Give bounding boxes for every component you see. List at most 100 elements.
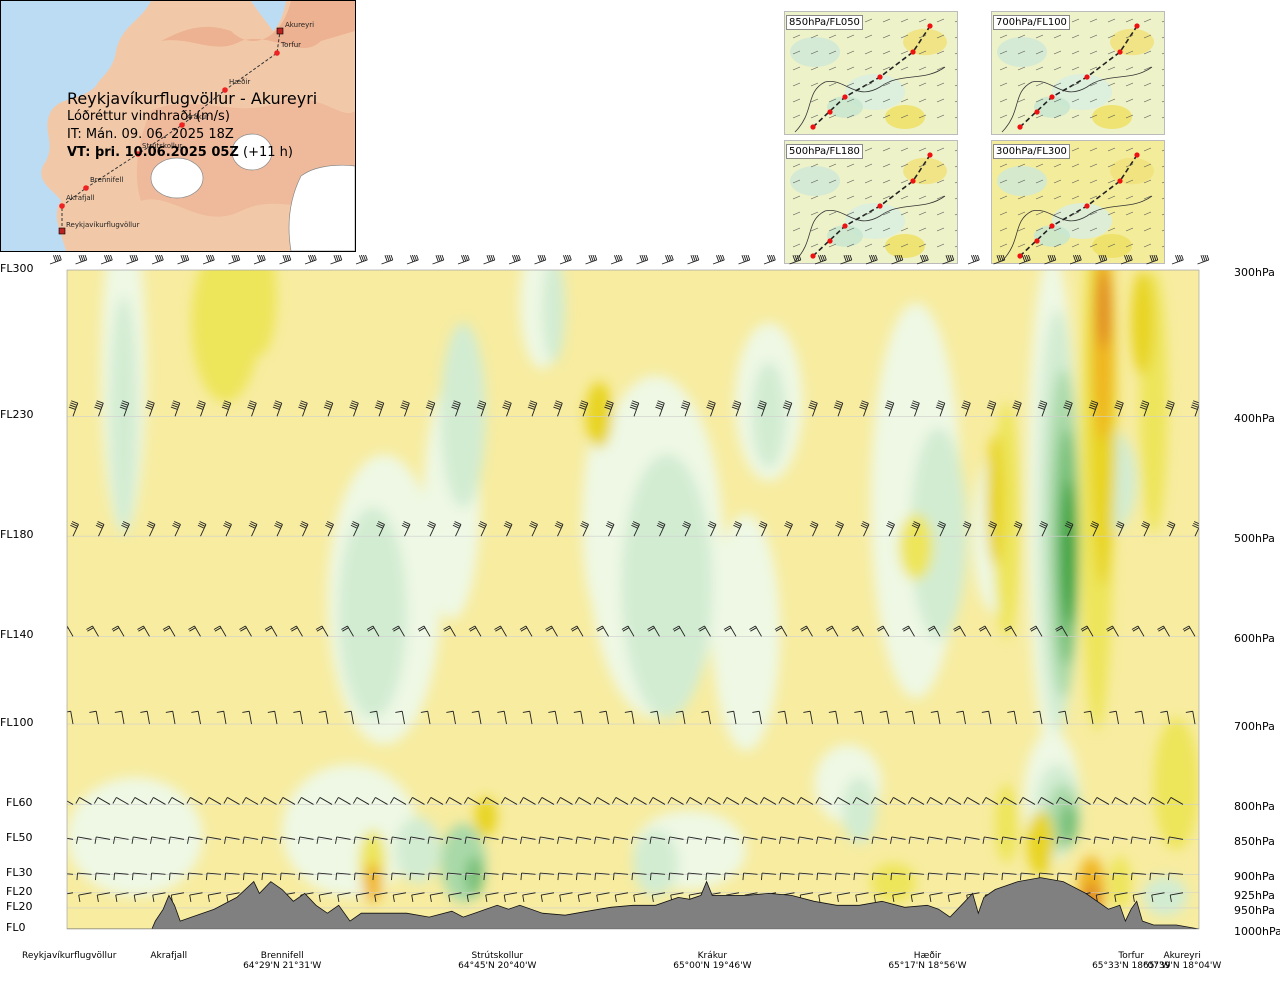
wind-barb (376, 711, 380, 725)
wind-barb (228, 259, 240, 265)
wind-barb-flag (1013, 404, 1020, 408)
wind-barb (338, 797, 351, 805)
wind-barb (762, 872, 777, 875)
wind-barb-flag (667, 797, 672, 804)
level-map-barb (1107, 195, 1116, 200)
wind-barb-flag (275, 400, 282, 404)
level-map-barb (1107, 114, 1116, 119)
wind-barb-flag (631, 873, 634, 881)
level-map-barb (1053, 243, 1062, 248)
wind-barb (1150, 872, 1165, 875)
level-map-barb (810, 195, 819, 200)
wind-barb-flag (1183, 627, 1191, 632)
pressure-level-label: 925hPa (1234, 888, 1275, 902)
level-map-barb (882, 50, 891, 55)
wind-barb-flag (519, 625, 527, 630)
level-map-barb (1035, 114, 1044, 119)
wind-barb-flag (249, 522, 257, 527)
wind-barb-flag (152, 894, 155, 902)
level-map-waypoint (810, 253, 816, 259)
wind-barb-flag (377, 400, 384, 404)
heatmap-cell (1026, 810, 1055, 877)
level-map-barb (1143, 34, 1152, 39)
wind-barb-flag (197, 402, 205, 406)
wind-barb-flag (479, 400, 486, 404)
wind-barb-flag (426, 404, 434, 408)
wind-barb-flag (468, 625, 476, 630)
wind-barb-flag (1029, 625, 1037, 630)
wind-barb-flag (1117, 521, 1125, 525)
wind-barb-flag (70, 524, 77, 529)
wind-barb (726, 797, 740, 805)
wind-barb-flag (566, 255, 570, 261)
level-map-barb (1161, 197, 1164, 200)
wind-barb-flag (1013, 402, 1021, 406)
wind-barb-flag (1157, 625, 1164, 630)
wind-barb (98, 402, 104, 417)
wind-barb-flag (209, 255, 213, 261)
wind-barb (484, 872, 499, 875)
map-glacier-vatnajokull (288, 164, 355, 251)
level-map-barb (864, 179, 873, 184)
map-waypoint-label: Strútskollur (142, 142, 182, 150)
wind-barb (504, 797, 518, 805)
wind-barb-flag (580, 524, 587, 529)
wind-barb-flag (937, 524, 944, 529)
wind-barb-flag (1130, 873, 1133, 881)
wind-barb-flag (94, 836, 97, 844)
wind-barb (1095, 872, 1110, 875)
wind-barb-flag (56, 255, 60, 261)
wind-barb-flag (522, 894, 525, 902)
level-map-thumbnail[interactable]: 850hPa/FL050 (784, 11, 958, 135)
level-map-barb (1017, 227, 1026, 232)
wind-barb-flag (70, 402, 78, 406)
wind-barb (1021, 872, 1036, 875)
level-map-barb (828, 50, 837, 55)
wind-barb-flag (411, 894, 414, 902)
wind-barb-flag (374, 406, 382, 410)
wind-barb-flag (1091, 522, 1098, 527)
wind-barb (1061, 625, 1068, 637)
level-map-barb (900, 82, 909, 87)
wind-barb (504, 892, 518, 896)
level-map-thumbnail[interactable]: 300hPa/FL300 (991, 140, 1165, 264)
level-map-barb (1161, 213, 1164, 216)
wind-barb-flag (750, 627, 757, 632)
wind-barb-flag (1081, 627, 1089, 632)
wind-barb-flag (1075, 836, 1078, 844)
wind-barb (411, 892, 425, 896)
wind-barb-flag (1181, 255, 1184, 261)
flight-level-label: FL140 (0, 628, 34, 642)
wind-barb-flag (403, 521, 411, 525)
wind-barb-flag (630, 404, 638, 408)
level-map-barb (954, 229, 957, 232)
level-map-barb (1017, 211, 1026, 216)
level-map-barb (936, 82, 945, 87)
wind-barb-flag (197, 524, 205, 529)
level-map-barb (1071, 227, 1080, 232)
wind-barb (914, 402, 920, 417)
wind-barb-flag (987, 404, 995, 408)
terrain-profile (67, 877, 1199, 929)
wind-barb-flag (483, 873, 486, 881)
level-map-barb (846, 211, 855, 216)
map-highlands-north (161, 1, 355, 49)
wind-barb (1096, 797, 1110, 805)
level-map-barb (1125, 163, 1134, 168)
level-map-thumbnail[interactable]: 700hPa/FL100 (991, 11, 1165, 135)
level-map-barb (1017, 243, 1026, 248)
level-map-barb (1017, 34, 1026, 39)
wind-barb-flag (158, 255, 162, 261)
wind-barb (729, 625, 737, 637)
wind-barb-flag (504, 522, 512, 527)
wind-barb (863, 402, 869, 417)
heatmap-cell (995, 784, 1018, 864)
level-map-barb (954, 20, 957, 23)
wind-barb-flag (242, 873, 245, 881)
wind-barb-flag (564, 255, 569, 262)
level-map-barb (918, 227, 927, 232)
wind-barb-flag (726, 710, 734, 713)
wind-barb-flag (1167, 522, 1175, 527)
level-map-barb (882, 34, 891, 39)
level-map-thumbnail[interactable]: 500hPa/FL180 (784, 140, 958, 264)
